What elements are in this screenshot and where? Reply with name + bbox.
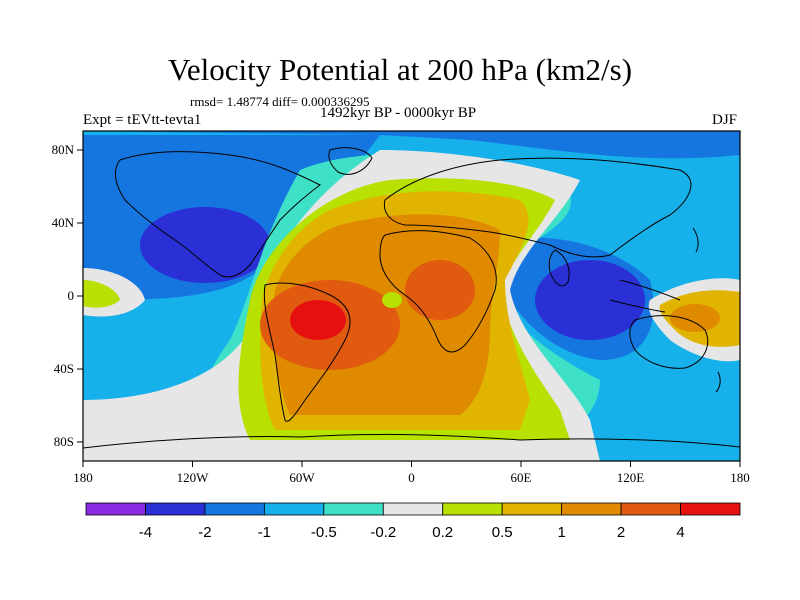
colorbar-label: 0.2 [432, 524, 453, 541]
field-epac-yellow [83, 280, 120, 308]
colorbar-label: 1 [557, 524, 565, 541]
x-tick-label-60w: 60W [289, 470, 315, 485]
x-tick-label-0: 0 [408, 470, 415, 485]
y-axis: 80N 40N 0 40S 80S [52, 142, 83, 449]
colorbar-label: -4 [139, 524, 152, 541]
colorbar-box [501, 502, 563, 516]
season-label: DJF [711, 112, 737, 128]
colorbar-box [323, 502, 384, 516]
contour-field [83, 131, 740, 461]
colorbar-box [145, 502, 206, 516]
field-dark-blue-west [140, 207, 270, 283]
field-red-core [290, 300, 346, 340]
colorbar-label: 2 [617, 524, 625, 541]
field-blue-north [83, 131, 740, 159]
colorbar-label: -2 [198, 524, 211, 541]
stats-label: rmsd= 1.48774 diff= 0.000336295 [190, 94, 370, 109]
colorbar-box [85, 502, 146, 516]
map-title: Velocity Potential at 200 hPa (km2/s) [167, 52, 633, 87]
colorbar-box [680, 502, 741, 516]
colorbar-box [620, 502, 681, 516]
x-tick-label-120w: 120W [177, 470, 210, 485]
x-tick-label-120e: 120E [617, 470, 645, 485]
coastlines [83, 147, 740, 449]
field-red-orange-africa [405, 260, 475, 320]
experiment-label: Expt = tEVtt-tevta1 [83, 112, 202, 128]
field-spot [382, 292, 402, 308]
y-tick-label-80n: 80N [52, 142, 75, 157]
y-tick-label-eq: 0 [68, 288, 75, 303]
colorbar-box [442, 502, 503, 516]
colorbar-box [204, 502, 265, 516]
period-label: 1492kyr BP - 0000kyr BP [320, 105, 477, 121]
colorbar-label: 4 [676, 524, 684, 541]
colorbar-label: -0.5 [311, 524, 337, 541]
x-tick-label-180e: 180 [730, 470, 750, 485]
colorbar-label: -0.2 [370, 524, 396, 541]
y-tick-label-80s: 80S [54, 434, 74, 449]
colorbar-box [263, 502, 325, 516]
field-dark-blue-east [535, 260, 645, 340]
y-tick-label-40s: 40S [54, 361, 74, 376]
colorbar-label: 0.5 [492, 524, 513, 541]
field-wpac-orange [670, 304, 720, 332]
x-tick-label-60e: 60E [511, 470, 532, 485]
y-tick-label-40n: 40N [52, 215, 75, 230]
x-tick-label-180w: 180 [73, 470, 93, 485]
colorbar-label: -1 [258, 524, 271, 541]
colorbar: -4 -2 -1 -0.5 -0.2 0.2 0.5 1 2 4 [85, 502, 741, 541]
colorbar-box [382, 502, 444, 516]
colorbar-box [561, 502, 622, 516]
x-axis: 180 120W 60W 0 60E 120E 180 [73, 461, 750, 485]
